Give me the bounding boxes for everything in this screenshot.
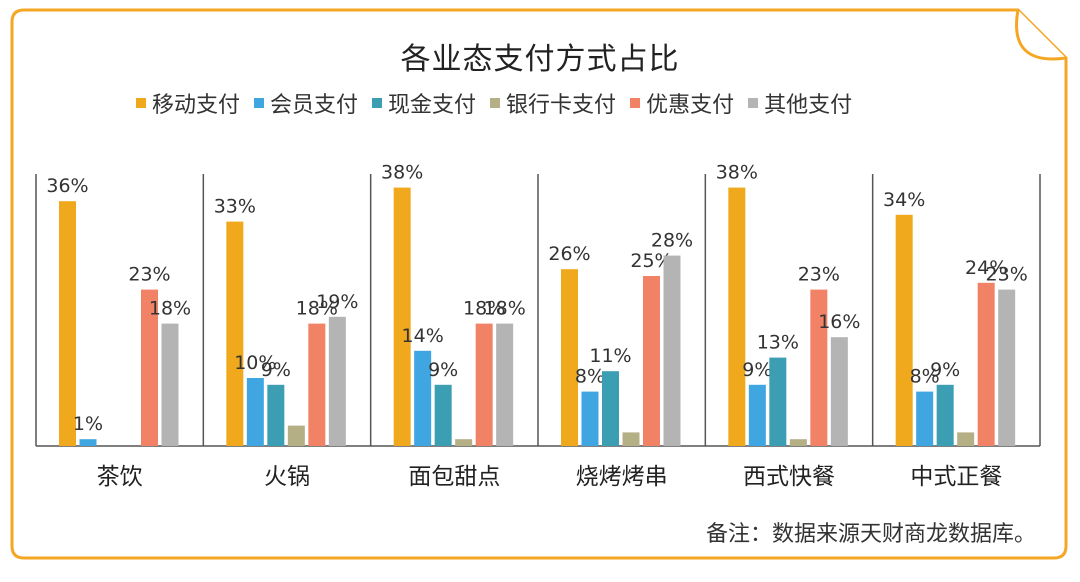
bar [748, 384, 766, 446]
bar [328, 316, 346, 446]
bar [308, 323, 326, 446]
bar [977, 282, 995, 446]
data-label: 11% [589, 345, 631, 367]
category-label: 火锅 [264, 464, 310, 490]
bar [936, 384, 954, 446]
bar [663, 255, 681, 446]
data-label: 14% [402, 325, 444, 347]
legend-swatch [136, 98, 146, 108]
legend-label: 移动支付 [152, 93, 241, 118]
legend-swatch [490, 98, 501, 108]
data-label: 13% [757, 332, 799, 354]
bar [414, 350, 432, 446]
legend-item: 移动支付 [136, 87, 240, 119]
bar [916, 391, 934, 446]
data-label: 9% [428, 359, 458, 381]
legend-item: 银行卡支付 [490, 87, 616, 119]
legend-item: 会员支付 [254, 87, 358, 119]
bar [728, 187, 746, 446]
bar [287, 425, 305, 446]
legend-swatch [372, 98, 383, 108]
data-label: 10% [234, 352, 276, 374]
data-label: 33% [214, 196, 256, 218]
category-label: 面包甜点 [408, 464, 500, 490]
bar [643, 276, 660, 446]
card-folded-corner [1015, 9, 1067, 61]
legend: 移动支付 会员支付 现金支付 银行卡支付 优惠支付 其他支付 [136, 88, 866, 118]
data-label: 28% [651, 230, 693, 252]
legend-swatch [630, 98, 641, 108]
bar [59, 201, 76, 446]
category-label: 中式正餐 [910, 464, 1002, 490]
data-label: 18% [149, 298, 191, 320]
data-label: 38% [381, 162, 423, 184]
legend-label: 现金支付 [388, 93, 477, 118]
legend-item: 其他支付 [748, 87, 852, 119]
data-label: 18% [484, 298, 526, 320]
data-label: 18% [463, 298, 505, 320]
data-label: 36% [46, 175, 88, 197]
bar [79, 439, 97, 446]
legend-label: 会员支付 [270, 93, 359, 118]
category-label: 茶饮 [97, 464, 143, 490]
bar [475, 323, 493, 446]
bar [622, 432, 640, 446]
data-label: 23% [128, 264, 170, 286]
data-label: 18% [296, 298, 338, 320]
data-label: 23% [798, 264, 840, 286]
data-label: 23% [986, 264, 1028, 286]
bar [602, 371, 619, 446]
bar [246, 378, 264, 446]
bar [581, 391, 599, 446]
legend-label: 优惠支付 [646, 93, 735, 118]
bar [226, 221, 244, 446]
legend-label: 其他支付 [764, 93, 853, 118]
bar [561, 269, 578, 446]
bar [830, 337, 848, 446]
bar [957, 432, 975, 446]
legend-item: 现金支付 [372, 87, 476, 119]
legend-swatch [748, 98, 759, 108]
bar [161, 323, 179, 446]
chart-title: 各业态支付方式占比 [400, 42, 680, 77]
bar [434, 384, 452, 446]
category-label: 烧烤烤串 [576, 464, 668, 490]
data-label: 9% [742, 359, 772, 381]
legend-item: 优惠支付 [630, 87, 734, 119]
data-label: 24% [965, 257, 1007, 279]
data-label: 34% [883, 189, 925, 211]
data-label: 8% [910, 366, 940, 388]
data-label: 25% [630, 250, 672, 272]
bar [810, 289, 828, 446]
bar [393, 187, 411, 446]
data-label: 16% [818, 311, 860, 333]
data-label: 8% [575, 366, 605, 388]
bar [496, 323, 514, 446]
category-label: 西式快餐 [743, 464, 835, 490]
bar [998, 289, 1016, 446]
source-note: 备注：数据来源天财商龙数据库。 [705, 522, 1036, 547]
data-label: 9% [261, 359, 291, 381]
bar [789, 439, 807, 446]
data-label: 1% [73, 413, 103, 435]
data-label: 26% [548, 243, 590, 265]
bar [455, 439, 473, 446]
data-label: 38% [716, 162, 758, 184]
bar [769, 357, 787, 446]
data-label: 9% [930, 359, 960, 381]
bar [141, 289, 158, 446]
bar [895, 214, 913, 446]
legend-swatch [254, 98, 265, 108]
bar [267, 384, 285, 446]
data-label: 19% [316, 291, 358, 313]
legend-label: 银行卡支付 [506, 93, 617, 118]
